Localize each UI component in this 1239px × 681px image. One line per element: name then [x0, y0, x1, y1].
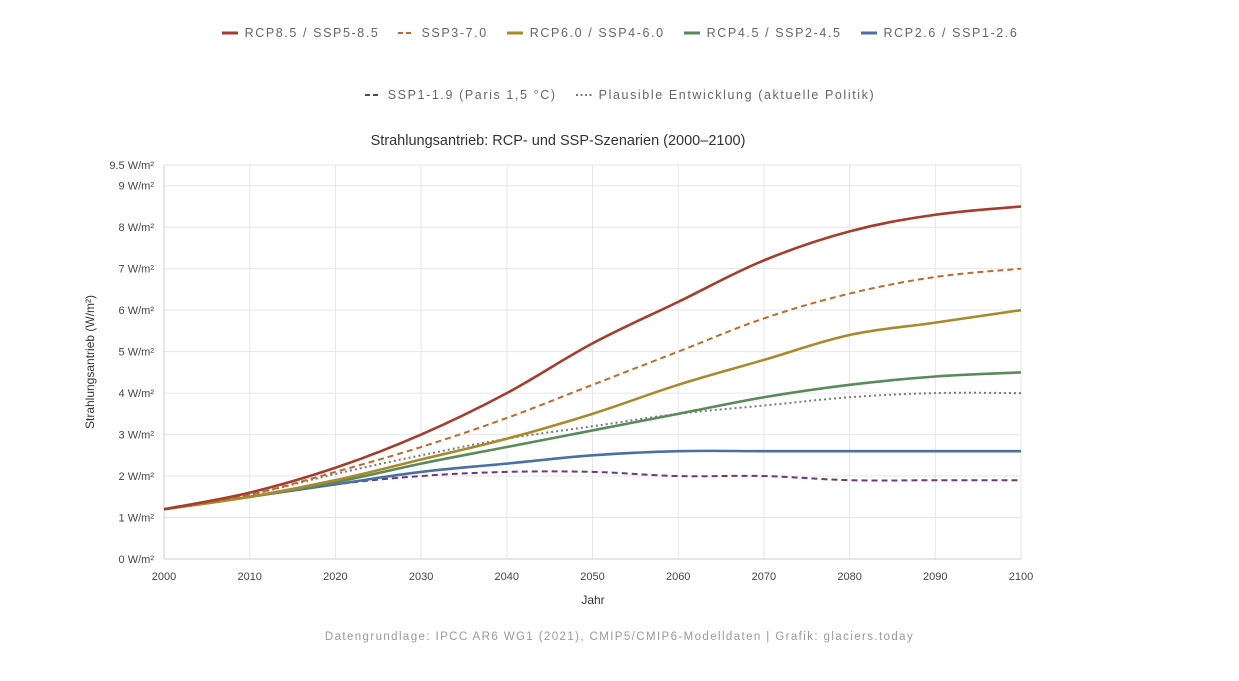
y-tick-label: 9 W/m²	[119, 181, 155, 193]
legend-swatch-icon	[860, 31, 877, 35]
x-axis-ticks: 2000 2010 2020 2030 2040 2050 2060 2070 2080 2090…	[152, 571, 1033, 583]
x-tick-label: 2050	[580, 571, 604, 583]
legend-swatch-icon	[221, 31, 238, 35]
x-tick-label: 2090	[923, 571, 947, 583]
legend-swatch-icon	[506, 31, 523, 35]
x-tick-label: 2060	[666, 571, 690, 583]
x-tick-label: 2040	[495, 571, 519, 583]
x-tick-label: 2070	[752, 571, 776, 583]
series-line-rcp8-5-ssp5-8-5	[163, 205, 1022, 511]
x-tick-label: 2080	[837, 571, 861, 583]
y-tick-label: 7 W/m²	[119, 264, 155, 276]
legend-swatch-icon	[683, 31, 700, 35]
legend-item[interactable]: RCP8.5 / SSP5-8.5	[221, 26, 380, 40]
chart-title: Strahlungsantrieb: RCP- und SSP-Szenarie…	[371, 133, 746, 149]
legend-item[interactable]: Plausible Entwicklung (aktuelle Politik)	[575, 88, 876, 102]
source-footer: Datengrundlage: IPCC AR6 WG1 (2021), CMI…	[324, 631, 915, 643]
y-tick-label: 9.5 W/m²	[109, 160, 154, 172]
series-lines	[163, 205, 1022, 511]
y-tick-label: 5 W/m²	[119, 347, 155, 359]
series-line-ssp1-1-9-paris-1-5-c	[163, 470, 1021, 511]
legend-item[interactable]: SSP1-1.9 (Paris 1,5 °C)	[364, 88, 557, 102]
x-axis-label: Jahr	[581, 593, 604, 607]
legend-label: Plausible Entwicklung (aktuelle Politik)	[598, 88, 876, 102]
y-tick-label: 6 W/m²	[119, 305, 155, 317]
y-tick-label: 2 W/m²	[119, 471, 155, 483]
series-line-rcp6-0-ssp4-6-0	[163, 308, 1022, 511]
y-axis-ticks: 0 W/m² 1 W/m² 2 W/m² 3 W/m² 4 W/m² 5 W/m² 6 W/…	[109, 160, 154, 566]
y-tick-label: 4 W/m²	[119, 388, 155, 400]
y-tick-label: 0 W/m²	[119, 554, 155, 566]
x-tick-label: 2010	[237, 571, 261, 583]
series-line-rcp4-5-ssp2-4-5	[163, 371, 1022, 511]
x-tick-label: 2000	[152, 571, 176, 583]
legend-item[interactable]: SSP3-7.0	[397, 26, 487, 40]
legend-label: RCP2.6 / SSP1-2.6	[883, 26, 1019, 40]
legend-label: SSP1-1.9 (Paris 1,5 °C)	[387, 88, 557, 102]
legend-swatch-icon	[364, 94, 381, 96]
y-axis-label: Strahlungsantrieb (W/m²)	[83, 295, 97, 429]
x-tick-label: 2030	[409, 571, 433, 583]
y-tick-label: 8 W/m²	[119, 222, 155, 234]
legend-row-2: SSP1-1.9 (Paris 1,5 °C) Plausible Entwick…	[0, 88, 1239, 102]
legend-label: RCP4.5 / SSP2-4.5	[706, 26, 842, 40]
x-tick-label: 2100	[1009, 571, 1033, 583]
legend-row-1: RCP8.5 / SSP5-8.5 SSP3-7.0 RCP6.0 / SSP4-6…	[0, 26, 1239, 40]
legend-item[interactable]: RCP2.6 / SSP1-2.6	[860, 26, 1019, 40]
y-tick-label: 3 W/m²	[119, 430, 155, 442]
legend-label: RCP6.0 / SSP4-6.0	[529, 26, 665, 40]
legend-item[interactable]: RCP6.0 / SSP4-6.0	[506, 26, 665, 40]
legend-label: RCP8.5 / SSP5-8.5	[244, 26, 380, 40]
legend-swatch-icon	[398, 32, 415, 34]
y-tick-label: 1 W/m²	[119, 513, 155, 525]
legend-label: SSP3-7.0	[421, 26, 488, 40]
gridlines	[163, 164, 1022, 560]
x-tick-label: 2020	[323, 571, 347, 583]
series-line-plausible-entwicklung-aktuelle-politik	[163, 391, 1022, 511]
legend-item[interactable]: RCP4.5 / SSP2-4.5	[683, 26, 842, 40]
